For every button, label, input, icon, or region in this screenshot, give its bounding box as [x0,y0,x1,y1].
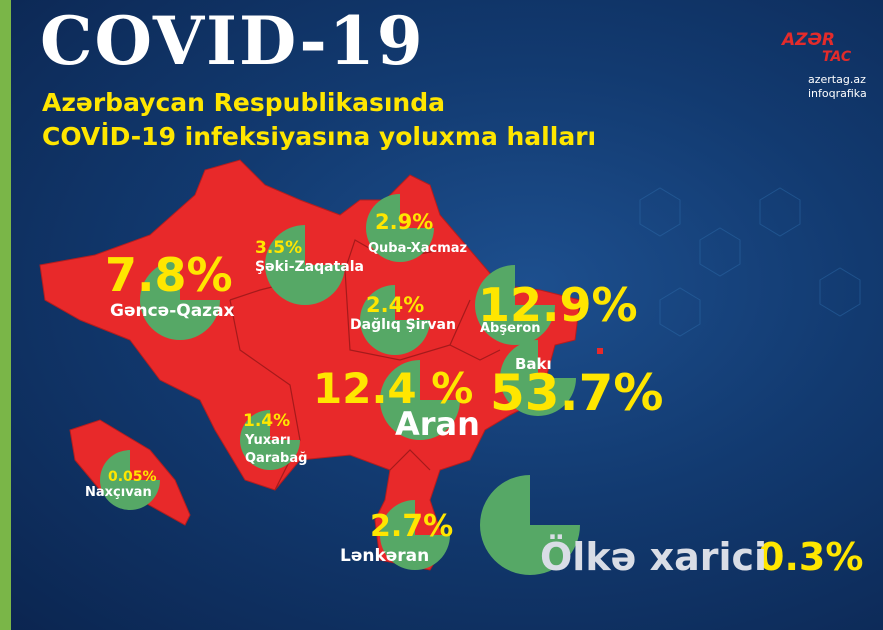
pie [480,475,580,575]
pie [380,500,450,570]
pie [100,450,160,510]
region-name: Naxçıvan [85,485,152,500]
region-name: Yuxarı Qarabağ [245,433,308,467]
region-name: Dağlıq Şirvan [350,317,456,333]
region-share: 1.4% [243,411,291,431]
island [597,348,603,354]
side-strip [0,0,11,630]
subtitle: Azərbaycan Respublikasında [42,88,445,117]
region-share: 2.4% [366,293,425,317]
logo-site: azertag.az [808,73,866,86]
pie [265,225,345,305]
region-share: 0.05% [108,469,157,485]
pie [240,410,300,470]
pie [366,194,434,262]
region-share: 7.8% [105,248,233,302]
region-name: Abşeron [480,321,541,336]
region-share: 2.7% [370,509,454,544]
logo-brand: TAC [822,49,852,65]
region-share: 12.4 % [313,364,474,413]
region-name: Şəki-Zaqatala [255,259,364,275]
decoration [639,187,861,337]
region-share: 12.9% [478,278,638,332]
pie [380,360,460,440]
region-share: 3.5% [255,238,303,258]
pie [360,285,430,355]
region-name: Quba-Xacmaz [368,241,468,256]
logo-brand: AZƏR [782,30,836,50]
region-share: 2.9% [375,210,434,234]
region-name: Lənkəran [340,546,430,566]
pie [475,265,555,345]
title: COVID-19 [40,2,425,80]
region-share: 53.7% [490,364,664,422]
region-name: Gəncə-Qazax [110,301,235,321]
logo-section: infoqrafika [808,87,867,100]
region-name: Bakı [515,355,552,373]
pie [140,260,220,340]
subtitle: COVİD-19 infeksiyasına yoluxma halları [42,122,597,151]
pies [100,194,580,575]
region-name: Aran [395,405,480,443]
region-name: Ölkə xarici [540,535,768,579]
region-share: 0.3% [758,535,864,579]
pie [500,340,576,416]
